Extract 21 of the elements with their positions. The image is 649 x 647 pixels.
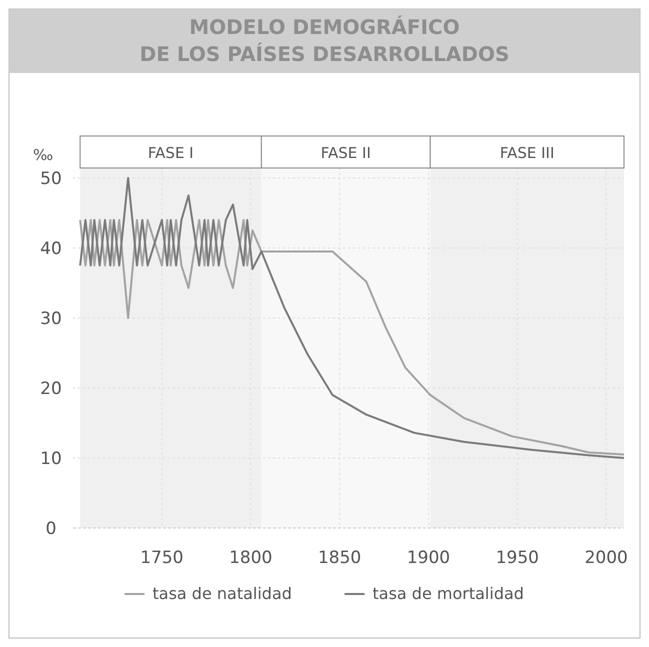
y-tick-label: 30 [40,309,62,329]
chart-title: MODELO DEMOGRÁFICO DE LOS PAÍSES DESARROLLADOS [140,15,510,66]
x-tick-label: 1750 [140,548,184,568]
band-label: FASE I [148,144,194,162]
line-series [79,177,625,459]
y-tick-label: 20 [40,379,62,399]
legend-label: tasa de natalidad [152,584,292,603]
x-tick-label: 1900 [406,548,450,568]
y-tick-label: 10 [40,449,62,469]
y-tick-label: 50 [40,169,62,189]
x-tick-label: 1800 [229,548,272,568]
y-tick-label: 0 [46,519,56,539]
x-tick-label: 1950 [496,548,539,568]
y-tick-label: 40 [40,239,62,259]
x-tick-label: 1850 [318,548,362,568]
line-series [79,219,625,456]
x-tick-label: 2000 [584,548,628,568]
y-axis-title: ‰ [33,146,54,164]
band-label: FASE III [500,144,554,162]
band-label: FASE II [320,144,371,162]
legend-label: tasa de mortalidad [372,584,524,603]
